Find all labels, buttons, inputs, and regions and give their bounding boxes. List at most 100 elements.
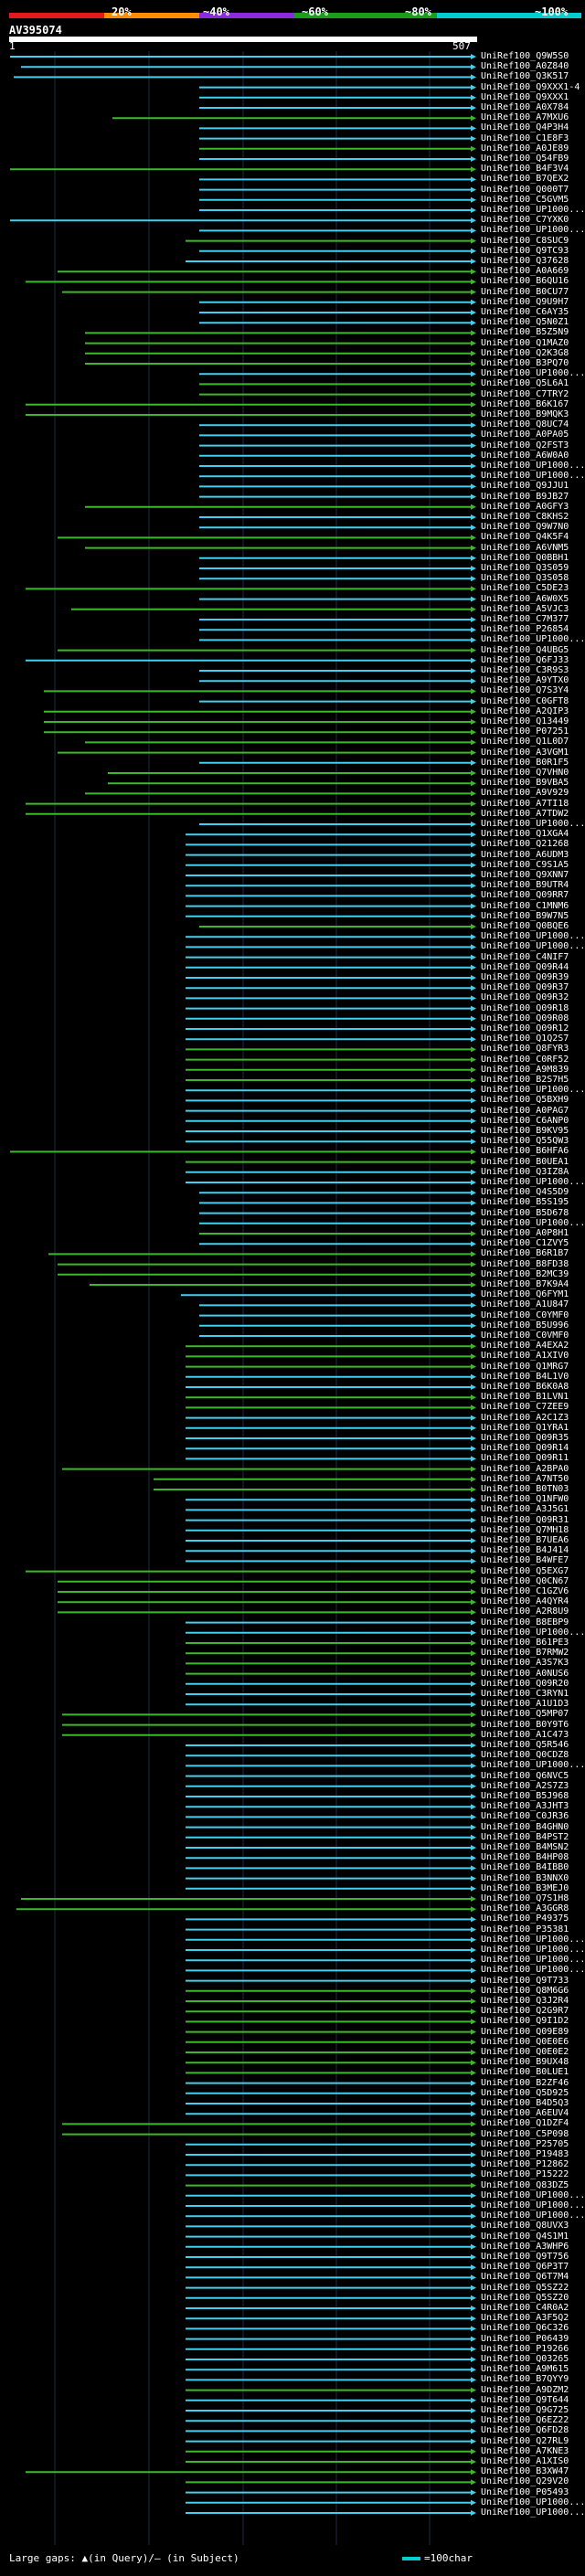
hit-label[interactable]: UniRef100_P05493 xyxy=(481,2486,569,2497)
hit-label[interactable]: UniRef100_B5S195 xyxy=(481,1197,569,1208)
hit-label[interactable]: UniRef100_UP1000... xyxy=(481,1085,585,1096)
hit-label[interactable]: UniRef100_A0A669 xyxy=(481,266,569,277)
hit-label[interactable]: UniRef100_C9S1A5 xyxy=(481,859,569,870)
hit-label[interactable]: UniRef100_Q54FB9 xyxy=(481,154,569,164)
hit-label[interactable]: UniRef100_B9KV95 xyxy=(481,1126,569,1136)
hit-label[interactable]: UniRef100_B4L1V0 xyxy=(481,1371,569,1382)
hit-label[interactable]: UniRef100_A5VJC3 xyxy=(481,603,569,614)
hit-label[interactable]: UniRef100_P25705 xyxy=(481,2138,569,2149)
hit-label[interactable]: UniRef100_A0P8H1 xyxy=(481,1228,569,1238)
hit-label[interactable]: UniRef100_Q6EZ22 xyxy=(481,2415,569,2426)
hit-label[interactable]: UniRef100_C7YXK0 xyxy=(481,215,569,226)
hit-label[interactable]: UniRef100_B3PQ70 xyxy=(481,358,569,368)
hit-label[interactable]: UniRef100_A7MXU6 xyxy=(481,112,569,123)
hit-label[interactable]: UniRef100_A9M615 xyxy=(481,2364,569,2375)
hit-label[interactable]: UniRef100_Q7MH18 xyxy=(481,1524,569,1535)
hit-label[interactable]: UniRef100_Q0CN67 xyxy=(481,1575,569,1586)
hit-label[interactable]: UniRef100_Q6T7M4 xyxy=(481,2272,569,2283)
hit-label[interactable]: UniRef100_UP1000... xyxy=(481,819,585,829)
hit-label[interactable]: UniRef100_C0VMF0 xyxy=(481,1330,569,1341)
hit-label[interactable]: UniRef100_C8KHS2 xyxy=(481,512,569,522)
hit-label[interactable]: UniRef100_B9MQK3 xyxy=(481,409,569,419)
hit-label[interactable]: UniRef100_Q37628 xyxy=(481,256,569,266)
hit-label[interactable]: UniRef100_Q000T7 xyxy=(481,184,569,195)
hit-label[interactable]: UniRef100_Q0E0E6 xyxy=(481,2036,569,2047)
hit-label[interactable]: UniRef100_Q5BXH9 xyxy=(481,1095,569,1106)
hit-label[interactable]: UniRef100_UP1000... xyxy=(481,368,585,379)
hit-label[interactable]: UniRef100_B9W7N5 xyxy=(481,910,569,921)
hit-label[interactable]: UniRef100_C6ANP0 xyxy=(481,1115,569,1126)
hit-label[interactable]: UniRef100_B0LUE1 xyxy=(481,2067,569,2078)
hit-label[interactable]: UniRef100_UP1000... xyxy=(481,1955,585,1966)
hit-label[interactable]: UniRef100_B3MEJ0 xyxy=(481,1882,569,1893)
hit-label[interactable]: UniRef100_A9DZM2 xyxy=(481,2384,569,2395)
hit-label[interactable]: UniRef100_Q03265 xyxy=(481,2354,569,2364)
hit-label[interactable]: UniRef100_P26854 xyxy=(481,624,569,635)
hit-label[interactable]: UniRef100_A6VNM5 xyxy=(481,542,569,553)
hit-label[interactable]: UniRef100_A3S7K3 xyxy=(481,1658,569,1669)
hit-label[interactable]: UniRef100_Q9XNN7 xyxy=(481,870,569,880)
hit-label[interactable]: UniRef100_Q8UC74 xyxy=(481,419,569,430)
hit-label[interactable]: UniRef100_C0YMF0 xyxy=(481,1309,569,1320)
hit-label[interactable]: UniRef100_Q1L0D7 xyxy=(481,737,569,747)
hit-label[interactable]: UniRef100_B6R1B7 xyxy=(481,1248,569,1259)
hit-label[interactable]: UniRef100_A0X784 xyxy=(481,102,569,112)
hit-label[interactable]: UniRef100_Q09R08 xyxy=(481,1012,569,1023)
hit-label[interactable]: UniRef100_B6HFA6 xyxy=(481,1146,569,1157)
hit-label[interactable]: UniRef100_P19483 xyxy=(481,2149,569,2159)
hit-label[interactable]: UniRef100_C5GVM5 xyxy=(481,194,569,205)
hit-label[interactable]: UniRef100_Q09R35 xyxy=(481,1433,569,1443)
hit-label[interactable]: UniRef100_Q09R39 xyxy=(481,972,569,982)
hit-label[interactable]: UniRef100_Q5SZ20 xyxy=(481,2292,569,2303)
hit-label[interactable]: UniRef100_A3JHT3 xyxy=(481,1801,569,1812)
hit-label[interactable]: UniRef100_Q6C326 xyxy=(481,2323,569,2334)
hit-label[interactable]: UniRef100_A0PAG7 xyxy=(481,1105,569,1116)
hit-label[interactable]: UniRef100_C7TRY2 xyxy=(481,388,569,399)
hit-label[interactable]: UniRef100_B0R1F5 xyxy=(481,757,569,768)
hit-label[interactable]: UniRef100_Q5L6A1 xyxy=(481,378,569,389)
hit-label[interactable]: UniRef100_P12862 xyxy=(481,2159,569,2170)
hit-label[interactable]: UniRef100_A2R8U9 xyxy=(481,1606,569,1617)
hit-label[interactable]: UniRef100_Q09R20 xyxy=(481,1678,569,1689)
hit-label[interactable]: UniRef100_A3WHP6 xyxy=(481,2241,569,2252)
hit-label[interactable]: UniRef100_B3NNX0 xyxy=(481,1872,569,1883)
hit-label[interactable]: UniRef100_B5U996 xyxy=(481,1320,569,1330)
hit-label[interactable]: UniRef100_Q8FYR3 xyxy=(481,1044,569,1055)
hit-label[interactable]: UniRef100_A7TDW2 xyxy=(481,808,569,819)
hit-label[interactable]: UniRef100_UP1000... xyxy=(481,2496,585,2507)
hit-label[interactable]: UniRef100_Q6P3T7 xyxy=(481,2262,569,2273)
hit-label[interactable]: UniRef100_B1LVN1 xyxy=(481,1392,569,1403)
hit-label[interactable]: UniRef100_C3R9S3 xyxy=(481,665,569,675)
hit-label[interactable]: UniRef100_Q1YRA1 xyxy=(481,1422,569,1433)
hit-label[interactable]: UniRef100_B5D678 xyxy=(481,1207,569,1218)
hit-label[interactable]: UniRef100_Q09R31 xyxy=(481,1514,569,1525)
hit-label[interactable]: UniRef100_A3F5Q2 xyxy=(481,2313,569,2324)
hit-label[interactable]: UniRef100_A1C473 xyxy=(481,1729,569,1740)
hit-label[interactable]: UniRef100_Q2FST3 xyxy=(481,440,569,451)
hit-label[interactable]: UniRef100_A2S7Z3 xyxy=(481,1780,569,1791)
hit-label[interactable]: UniRef100_A0JE89 xyxy=(481,143,569,154)
hit-label[interactable]: UniRef100_Q09E89 xyxy=(481,2026,569,2037)
hit-label[interactable]: UniRef100_UP1000... xyxy=(481,225,585,236)
hit-label[interactable]: UniRef100_Q7S1H8 xyxy=(481,1893,569,1903)
hit-label[interactable]: UniRef100_C1GZV6 xyxy=(481,1586,569,1596)
hit-label[interactable]: UniRef100_A9YTX0 xyxy=(481,675,569,686)
hit-label[interactable]: UniRef100_Q9G725 xyxy=(481,2405,569,2415)
hit-label[interactable]: UniRef100_Q13449 xyxy=(481,716,569,726)
hit-label[interactable]: UniRef100_B0TN03 xyxy=(481,1484,569,1494)
hit-label[interactable]: UniRef100_B6K0A8 xyxy=(481,1382,569,1392)
hit-label[interactable]: UniRef100_Q9T644 xyxy=(481,2394,569,2405)
hit-label[interactable]: UniRef100_A4EXA2 xyxy=(481,1341,569,1352)
hit-label[interactable]: UniRef100_C5P098 xyxy=(481,2128,569,2139)
hit-label[interactable]: UniRef100_B4MSN2 xyxy=(481,1842,569,1852)
hit-label[interactable]: UniRef100_Q3S058 xyxy=(481,573,569,584)
hit-label[interactable]: UniRef100_B7UEA6 xyxy=(481,1535,569,1545)
hit-label[interactable]: UniRef100_Q0E0E2 xyxy=(481,2047,569,2057)
hit-label[interactable]: UniRef100_Q4S5D9 xyxy=(481,1187,569,1198)
hit-label[interactable]: UniRef100_B9UX48 xyxy=(481,2057,569,2068)
hit-label[interactable]: UniRef100_A6W0X5 xyxy=(481,593,569,604)
hit-label[interactable]: UniRef100_B7K9A4 xyxy=(481,1279,569,1289)
hit-label[interactable]: UniRef100_Q9XXX1 xyxy=(481,91,569,102)
hit-label[interactable]: UniRef100_Q9W7N0 xyxy=(481,522,569,533)
hit-label[interactable]: UniRef100_B0UEA1 xyxy=(481,1156,569,1167)
